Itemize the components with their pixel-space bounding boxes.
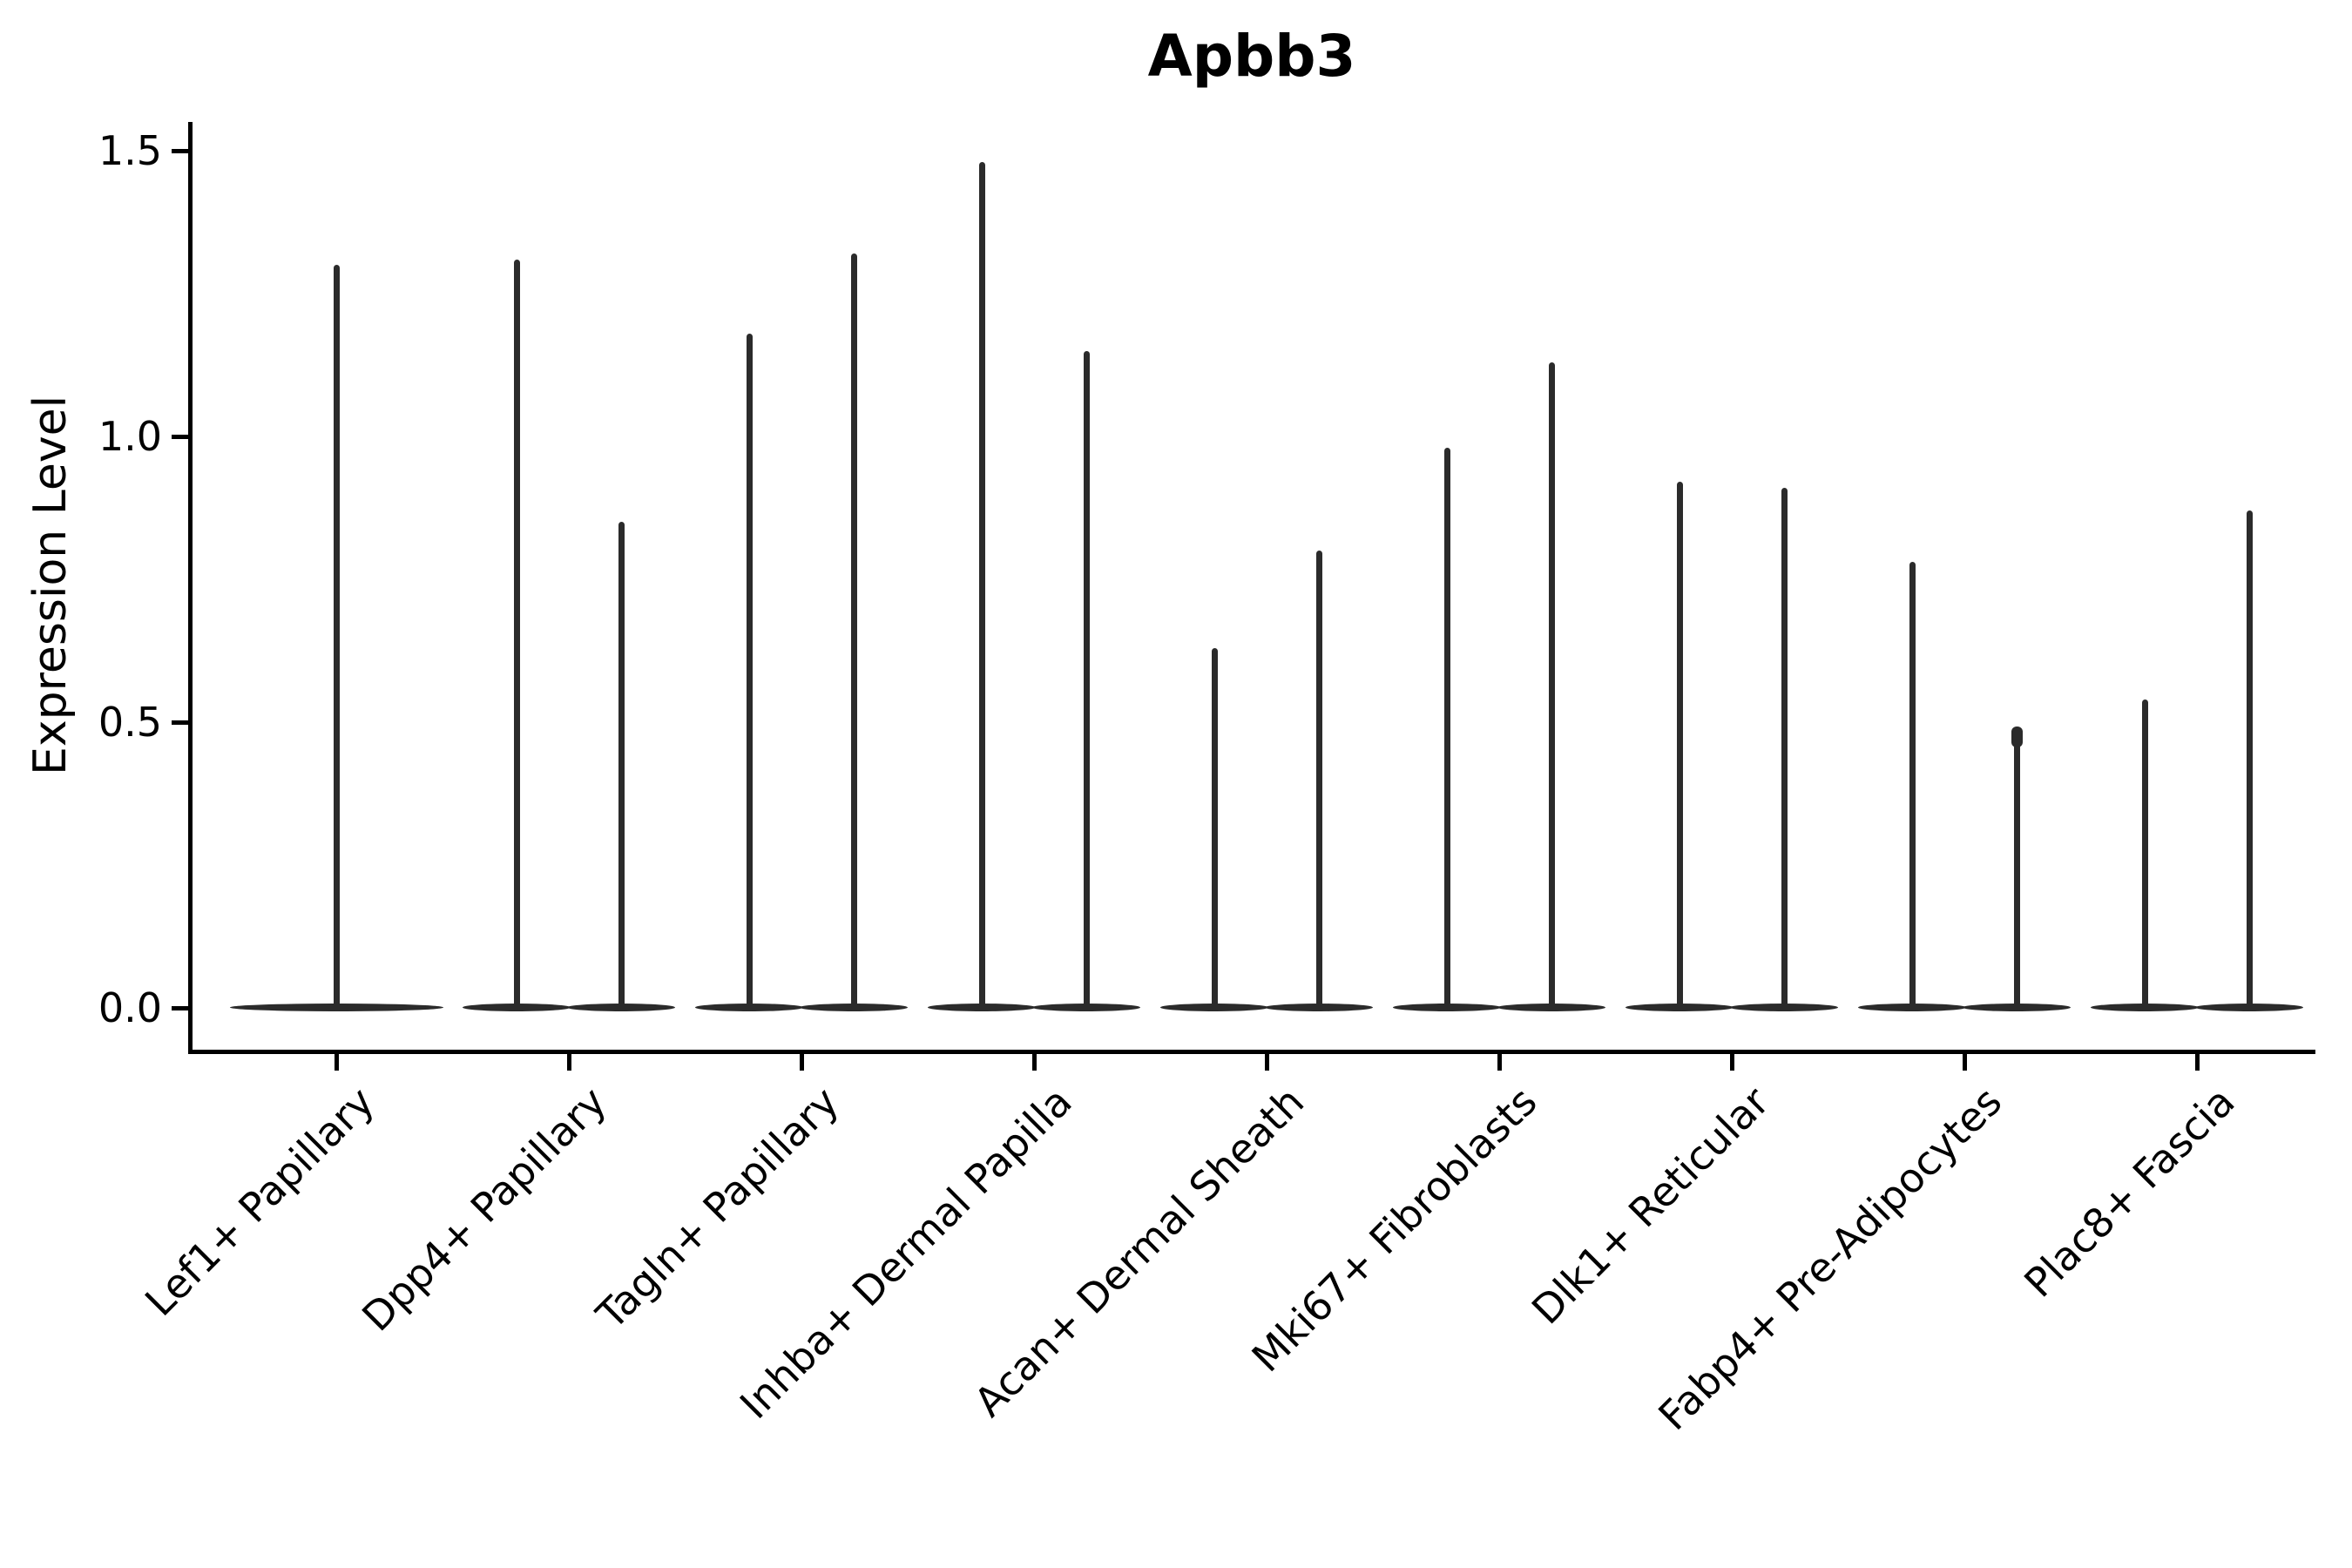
x-axis-tick-label: Dpp4+ Papillary xyxy=(353,1078,616,1341)
x-axis-tick xyxy=(1264,1050,1269,1071)
chart-title: Apbb3 xyxy=(1147,23,1356,90)
x-axis-tick-label: Plac8+ Fascia xyxy=(2015,1078,2244,1307)
violin-spike xyxy=(1443,448,1450,1011)
y-axis-tick-label: 0.5 xyxy=(98,699,162,746)
violin-spike xyxy=(1211,647,1218,1011)
violin-spike xyxy=(746,333,753,1011)
x-axis-tick xyxy=(2194,1050,2200,1071)
y-axis-tick-label: 1.5 xyxy=(98,127,162,174)
x-axis-tick xyxy=(1497,1050,1502,1071)
x-axis-tick xyxy=(1729,1050,1734,1071)
x-axis-spine xyxy=(188,1050,2315,1054)
x-axis-tick xyxy=(566,1050,571,1071)
x-axis-tick-label: Dlk1+ Reticular xyxy=(1523,1078,1779,1334)
y-axis-tick-label: 0.0 xyxy=(98,984,162,1031)
violin-spike xyxy=(1315,551,1322,1011)
y-axis-spine xyxy=(188,122,193,1054)
violin-spike xyxy=(2246,510,2253,1011)
y-axis-tick xyxy=(172,434,189,439)
violin-spike xyxy=(1548,362,1555,1011)
y-axis-tick xyxy=(172,1005,189,1010)
x-axis-tick xyxy=(1031,1050,1037,1071)
x-axis-tick xyxy=(799,1050,804,1071)
violin-spike xyxy=(1909,562,1916,1011)
violin-spike xyxy=(2013,727,2020,1011)
x-axis-tick-label: Lef1+ Papillary xyxy=(135,1078,383,1326)
x-axis-tick xyxy=(334,1050,339,1071)
violin-spike xyxy=(333,265,340,1011)
y-axis-tick xyxy=(172,720,189,725)
x-axis-tick xyxy=(1962,1050,1967,1071)
violin-spike xyxy=(1676,482,1683,1011)
violin-max-bulge xyxy=(2011,726,2023,747)
violin-spike xyxy=(850,253,857,1011)
y-axis-tick xyxy=(172,148,189,153)
violin-spike xyxy=(2141,699,2148,1011)
violin-spike xyxy=(513,259,520,1011)
violin-spike xyxy=(1083,350,1090,1011)
violin-spike xyxy=(618,522,625,1011)
violin-spike xyxy=(1781,488,1788,1011)
x-axis-tick-label: Tagln+ Papillary xyxy=(587,1078,848,1339)
violin-spike xyxy=(978,162,985,1011)
y-axis-tick-label: 1.0 xyxy=(98,413,162,460)
